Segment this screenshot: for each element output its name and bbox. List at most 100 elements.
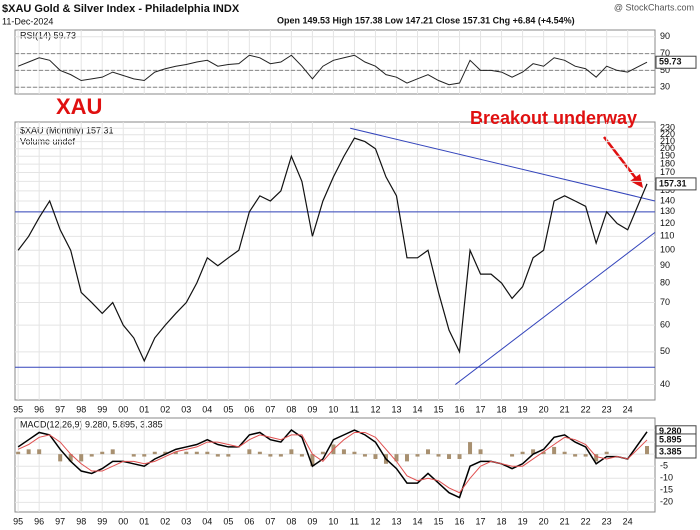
histogram-bar — [457, 454, 462, 459]
y-tick-label: 220 — [660, 129, 675, 139]
x-tick-label: 96 — [34, 404, 44, 414]
x-tick-label: 01 — [139, 516, 149, 526]
y-tick-label: 200 — [660, 143, 675, 153]
histogram-bar — [320, 451, 325, 455]
title: $XAU Gold & Silver Index - Philadelphia … — [2, 3, 240, 15]
x-tick-label: 19 — [518, 404, 528, 414]
price-legend: $XAU (Monthly) 157.31 — [20, 125, 114, 135]
x-tick-label: 18 — [497, 404, 507, 414]
x-tick-label: 00 — [118, 516, 128, 526]
y-tick-label: 110 — [660, 231, 674, 241]
x-tick-label: 18 — [497, 516, 507, 526]
histogram-bar — [131, 454, 136, 457]
histogram-bar — [79, 454, 84, 462]
x-tick-label: 11 — [350, 404, 359, 414]
x-tick-label: 22 — [581, 516, 591, 526]
x-tick-label: 20 — [539, 404, 549, 414]
histogram-bar — [468, 442, 473, 455]
x-tick-label: 05 — [223, 516, 233, 526]
y-tick-label: 50 — [660, 65, 670, 75]
trend-line — [350, 127, 656, 202]
x-tick-label: 97 — [55, 404, 65, 414]
x-tick-label: 22 — [581, 404, 591, 414]
x-tick-label: 99 — [97, 516, 107, 526]
x-tick-label: 09 — [307, 404, 317, 414]
y-tick-label: 50 — [660, 346, 670, 356]
x-tick-label: 08 — [286, 516, 296, 526]
x-tick-label: 01 — [139, 404, 149, 414]
y-tick-label: 100 — [660, 245, 675, 255]
histogram-bar — [478, 449, 483, 455]
histogram-bar — [541, 451, 546, 455]
x-tick-label: 03 — [181, 516, 191, 526]
histogram-bar — [426, 449, 431, 455]
histogram-bar — [594, 454, 599, 462]
histogram-bar — [299, 454, 304, 457]
x-tick-label: 98 — [76, 404, 86, 414]
x-tick-label: 95 — [13, 516, 23, 526]
x-tick-label: 04 — [202, 516, 212, 526]
date: 11-Dec-2024 — [2, 16, 53, 26]
x-tick-label: 12 — [370, 516, 380, 526]
histogram-bar — [278, 454, 283, 457]
histogram-bar — [152, 451, 157, 455]
trend-line — [455, 231, 656, 385]
histogram-bar — [520, 451, 525, 455]
histogram-bar — [531, 449, 536, 455]
macd-line — [17, 431, 648, 494]
value-tag-bg — [655, 55, 697, 69]
histogram-bar — [436, 454, 441, 457]
y-tick-label: -5 — [660, 461, 668, 471]
y-tick-label: 230 — [660, 123, 675, 133]
x-tick-label: 24 — [623, 516, 633, 526]
x-tick-label: 23 — [602, 516, 612, 526]
value-tag: 3.385 — [659, 446, 682, 456]
histogram-bar — [562, 451, 567, 455]
histogram-bar — [173, 451, 178, 455]
x-tick-label: 95 — [13, 404, 23, 414]
x-tick-label: 13 — [391, 404, 401, 414]
rsi-line — [17, 54, 648, 86]
y-tick-label: 210 — [660, 136, 675, 146]
histogram-bar — [604, 451, 609, 455]
histogram-bar — [310, 454, 315, 467]
x-tick-label: 10 — [328, 516, 338, 526]
y-tick-label: 120 — [660, 218, 675, 228]
y-tick-label: 180 — [660, 159, 675, 169]
x-tick-label: 13 — [391, 516, 401, 526]
y-tick-label: 40 — [660, 379, 670, 389]
histogram-bar — [226, 454, 231, 457]
histogram-bar — [394, 454, 399, 462]
rsi-legend: RSI(14) 59.73 — [20, 30, 76, 40]
histogram-bar — [142, 454, 147, 457]
histogram-bar — [215, 454, 220, 457]
histogram-bar — [247, 449, 252, 455]
x-tick-label: 19 — [518, 516, 528, 526]
x-tick-label: 07 — [265, 404, 275, 414]
x-tick-label: 21 — [560, 404, 570, 414]
x-tick-label: 04 — [202, 404, 212, 414]
y-tick-label: 170 — [660, 167, 675, 177]
x-tick-label: 23 — [602, 404, 612, 414]
price-frame — [14, 121, 656, 401]
y-tick-label: 90 — [660, 260, 670, 270]
y-tick-label: 140 — [660, 195, 675, 205]
x-tick-label: 02 — [160, 516, 170, 526]
price-line — [17, 137, 648, 363]
x-tick-label: 24 — [623, 404, 633, 414]
x-tick-label: 17 — [476, 404, 486, 414]
histogram-bar — [184, 451, 189, 455]
x-tick-label: 09 — [307, 516, 317, 526]
value-tag: 5.895 — [659, 434, 682, 444]
histogram-bar — [510, 454, 515, 457]
x-tick-label: 08 — [286, 404, 296, 414]
x-tick-label: 07 — [265, 516, 275, 526]
histogram-bar — [341, 449, 346, 455]
histogram-bar — [268, 454, 273, 457]
x-tick-label: 11 — [350, 516, 359, 526]
y-tick-label: 70 — [660, 297, 670, 307]
x-tick-label: 20 — [539, 516, 549, 526]
x-tick-label: 15 — [434, 516, 444, 526]
